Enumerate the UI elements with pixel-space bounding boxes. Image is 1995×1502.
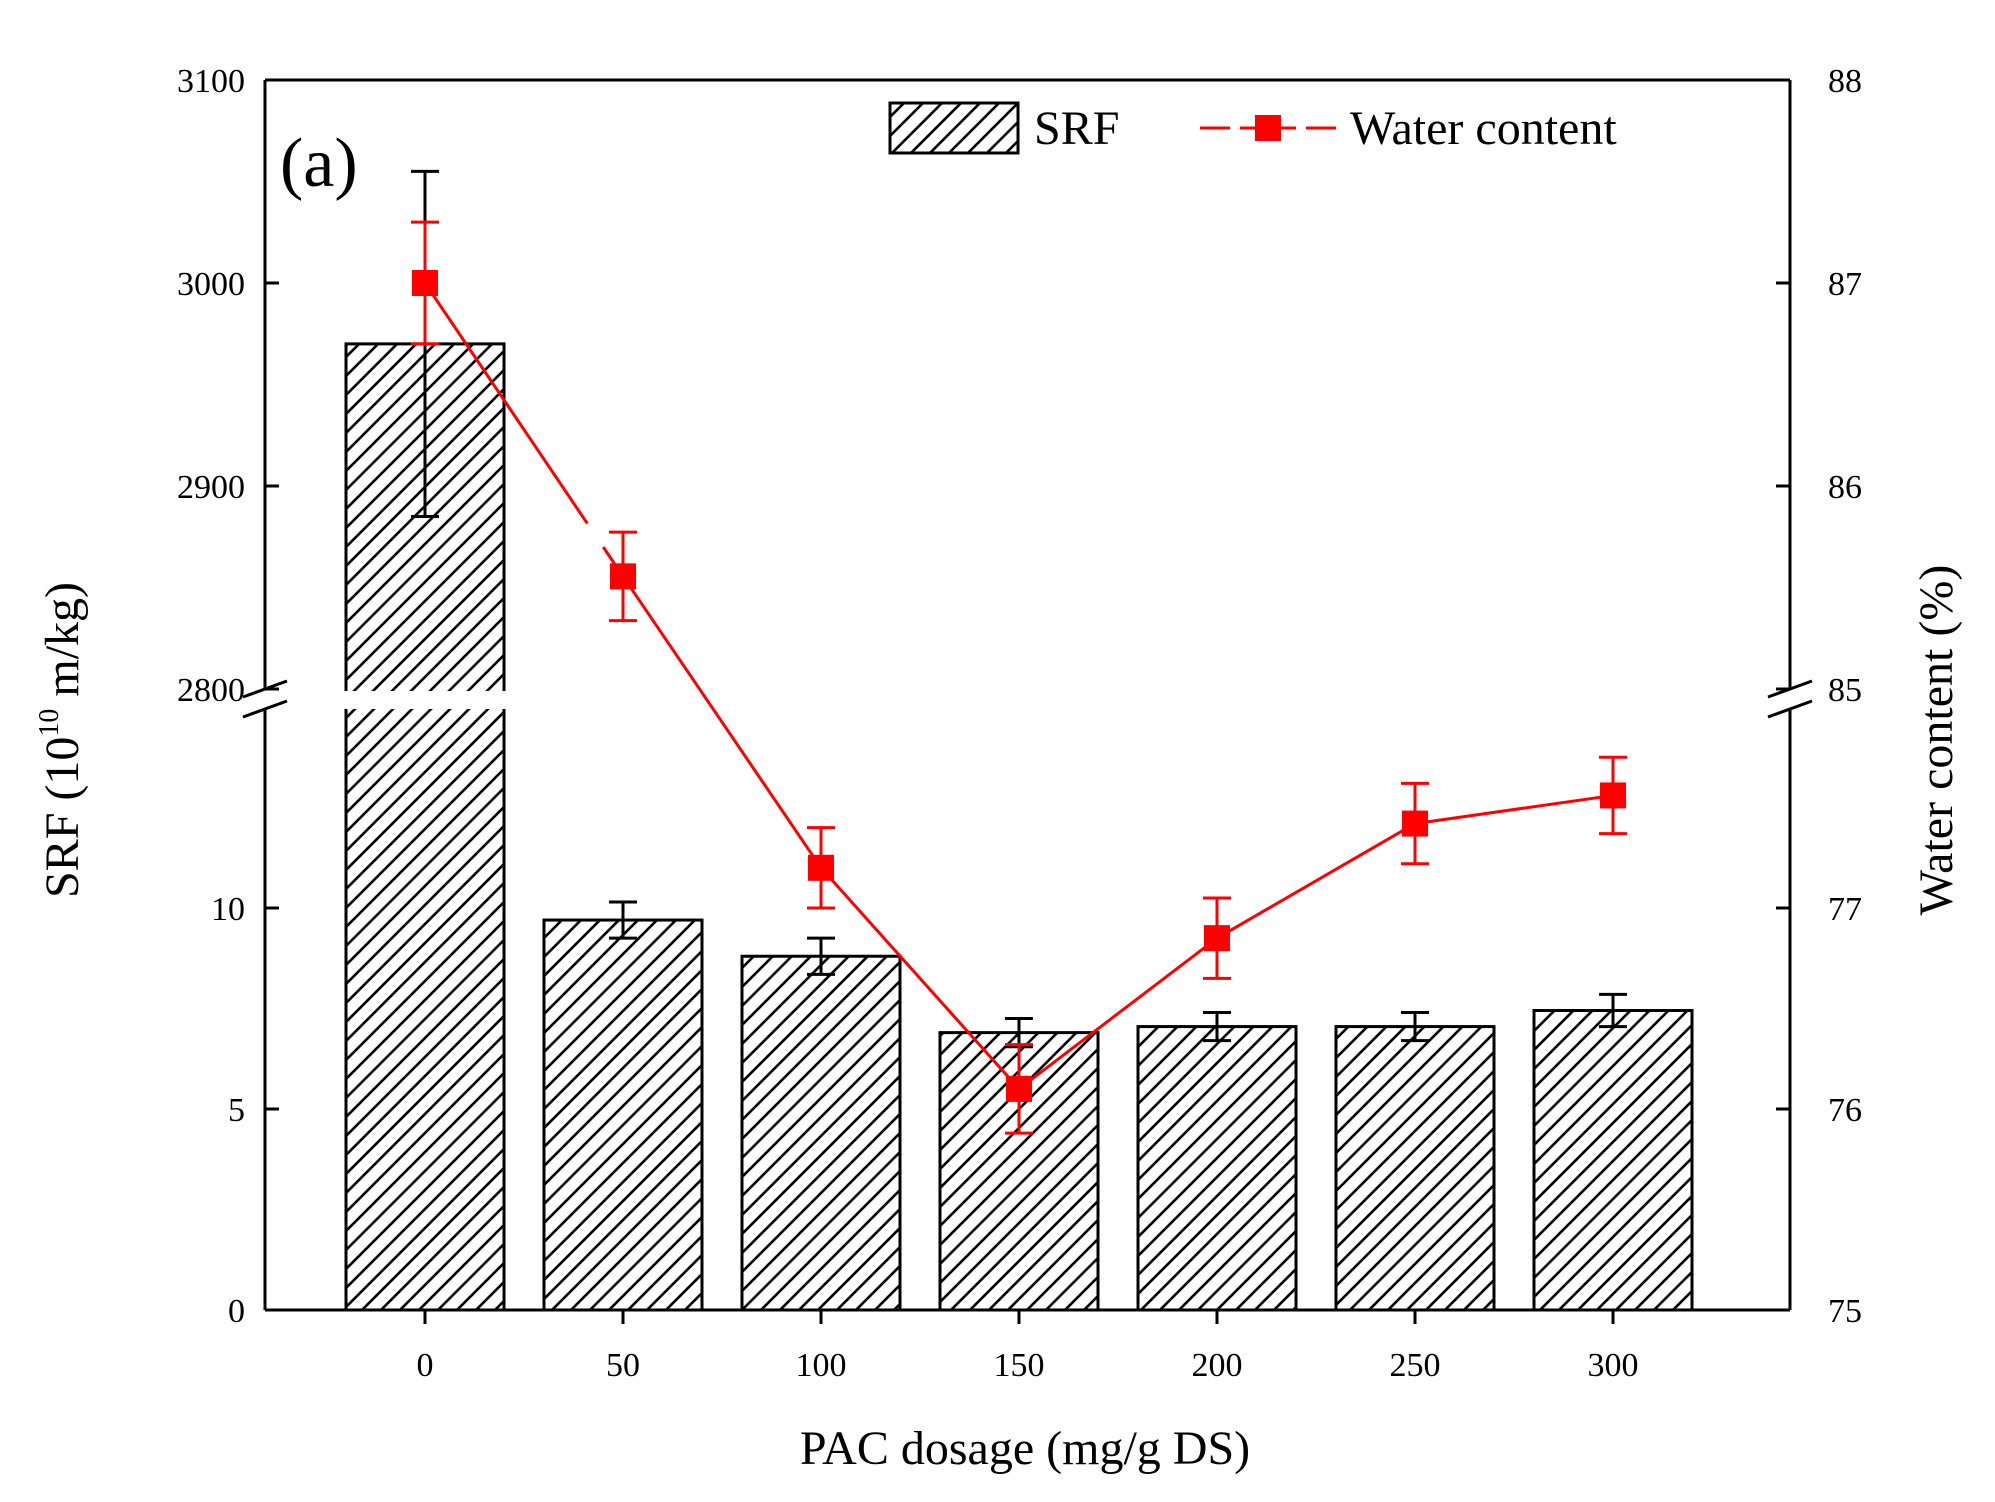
x-axis-tick-label: 50 bbox=[606, 1347, 640, 1384]
left-axis-title-exponent: 10 bbox=[34, 709, 65, 737]
water-content-point bbox=[1006, 1075, 1032, 1102]
right-axis-tick-label: 77 bbox=[1828, 891, 1862, 928]
panel-label: (a) bbox=[280, 125, 358, 202]
left-axis-tick-label: 5 bbox=[228, 1092, 245, 1129]
left-axis-tick-label: 10 bbox=[211, 891, 245, 928]
right-axis-break-mark bbox=[1767, 699, 1813, 719]
tick-labels: 0 5 10 2800 2900 3000 3100 75 76 77 85 86 87 88 0 50 100… bbox=[177, 63, 1862, 1384]
right-axis-tick-label: 88 bbox=[1828, 63, 1862, 100]
left-axis-title-prefix: SRF (10 bbox=[36, 737, 89, 898]
water-content-series bbox=[411, 220, 1627, 1135]
water-content-segment bbox=[819, 866, 1021, 1090]
srf-bar bbox=[740, 954, 902, 1312]
srf-bars bbox=[267, 342, 1788, 1312]
axis-break-band bbox=[267, 691, 1788, 709]
right-axis-tick-label: 85 bbox=[1828, 672, 1862, 709]
legend-srf-label: SRF bbox=[1034, 102, 1119, 155]
water-content-segment bbox=[621, 575, 823, 869]
right-axis-tick-label: 76 bbox=[1828, 1092, 1862, 1129]
water-content-segment bbox=[1018, 936, 1218, 1091]
water-content-point bbox=[412, 270, 438, 296]
x-axis-tick-label: 250 bbox=[1390, 1347, 1441, 1384]
right-axis-tick-label: 87 bbox=[1828, 266, 1862, 303]
axes bbox=[242, 78, 1813, 1324]
left-axis-break-mark bbox=[242, 699, 288, 719]
x-axis-tick-label: 200 bbox=[1192, 1347, 1243, 1384]
x-axis-tick-label: 300 bbox=[1588, 1347, 1639, 1384]
water-content-segment bbox=[423, 282, 589, 525]
water-content-point bbox=[1402, 810, 1428, 837]
water-content-point bbox=[1204, 925, 1230, 952]
x-axis-tick-label: 150 bbox=[994, 1347, 1045, 1384]
water-content-point bbox=[1600, 782, 1626, 809]
water-content-point bbox=[808, 854, 834, 881]
x-axis-tick-label: 100 bbox=[796, 1347, 847, 1384]
srf-bar bbox=[1334, 1025, 1496, 1312]
right-axis-title: Water content (%) bbox=[1910, 565, 1963, 916]
legend-srf-swatch bbox=[888, 101, 1020, 155]
x-axis-tick-label: 0 bbox=[417, 1347, 434, 1384]
left-axis-tick-label: 2900 bbox=[177, 469, 245, 506]
legend-water-label: Water content bbox=[1350, 102, 1617, 155]
right-axis-tick-label: 86 bbox=[1828, 469, 1862, 506]
srf-bar bbox=[542, 918, 704, 1312]
left-axis-tick-label: 3100 bbox=[177, 63, 245, 100]
legend-water-marker bbox=[1255, 115, 1281, 141]
water-content-segment bbox=[1414, 793, 1614, 826]
srf-error-bars bbox=[411, 169, 1627, 1049]
x-axis-title: PAC dosage (mg/g DS) bbox=[800, 1422, 1250, 1475]
right-axis-tick-label: 75 bbox=[1828, 1293, 1862, 1330]
left-axis-tick-label: 0 bbox=[228, 1293, 245, 1330]
srf-bar bbox=[1532, 1009, 1694, 1312]
water-content-point bbox=[610, 563, 636, 590]
left-axis-title: SRF (1010 m/kg) bbox=[34, 582, 89, 898]
left-axis-tick-label: 3000 bbox=[177, 266, 245, 303]
legend: SRF Water content bbox=[888, 101, 1617, 155]
left-axis-title-suffix: m/kg) bbox=[36, 582, 89, 709]
left-axis-tick-label: 2800 bbox=[177, 672, 245, 709]
srf-bar bbox=[1136, 1025, 1298, 1312]
water-content-segment bbox=[1216, 822, 1416, 940]
